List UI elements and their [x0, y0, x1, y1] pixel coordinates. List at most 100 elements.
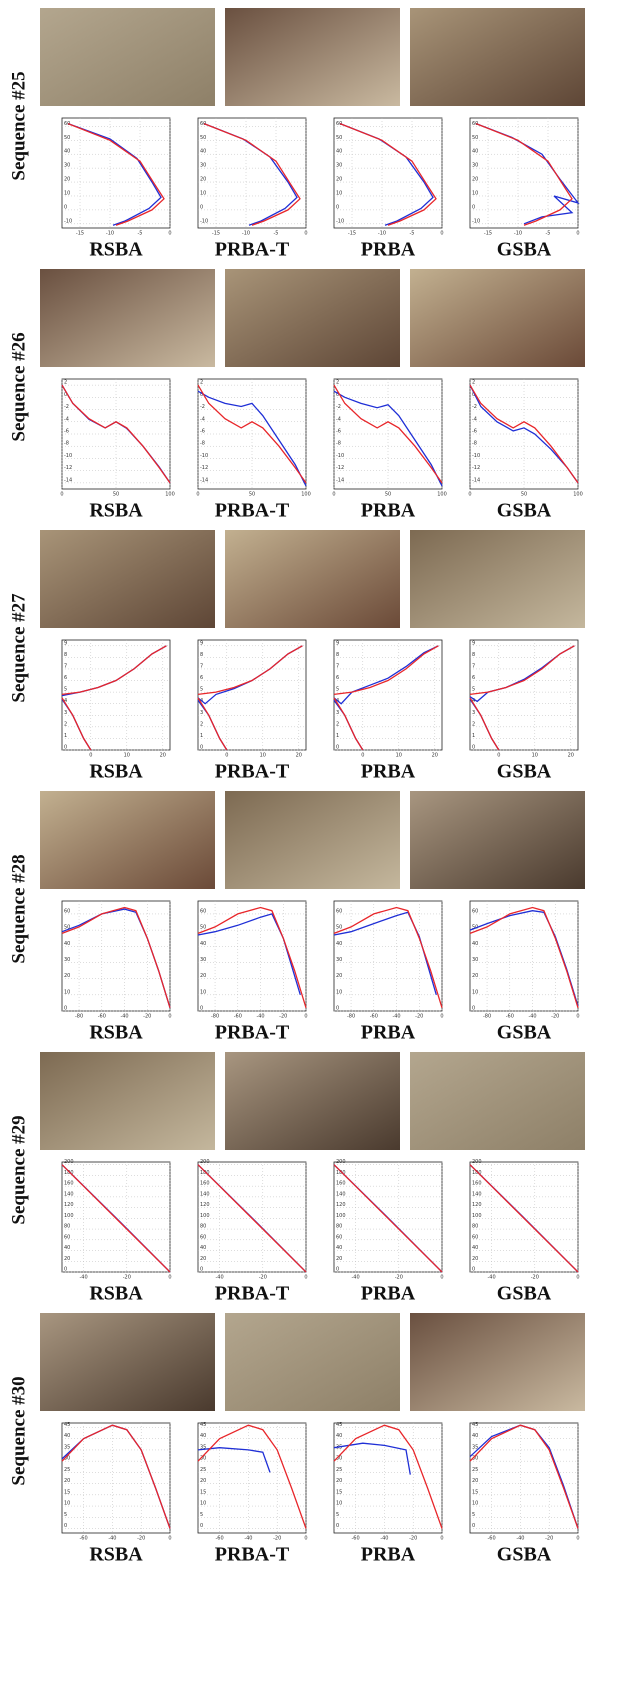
method-label: PRBA	[361, 1283, 416, 1305]
plot-frame	[198, 640, 306, 750]
y-tick-label: 200	[64, 1159, 74, 1165]
y-tick-label: 30	[336, 957, 342, 963]
x-tick-label: 0	[168, 1275, 171, 1281]
method-label: PRBA-T	[215, 1283, 290, 1305]
y-tick-label: 20	[64, 177, 70, 183]
y-tick-label: 0	[336, 204, 339, 210]
x-tick-label: 100	[573, 492, 583, 498]
y-tick-label: 40	[472, 1433, 478, 1439]
y-tick-label: 80	[336, 1224, 342, 1230]
y-tick-label: 20	[472, 177, 478, 183]
y-tick-label: 9	[64, 640, 67, 646]
y-tick-label: 2	[472, 721, 475, 727]
photo	[410, 530, 585, 628]
x-tick-label: 50	[113, 492, 119, 498]
y-tick-label: 40	[64, 941, 70, 947]
y-tick-label: -10	[64, 453, 72, 459]
x-tick-label: -15	[212, 231, 220, 237]
x-tick-label: 0	[304, 1275, 307, 1281]
x-tick-label: 0	[576, 231, 579, 237]
y-tick-label: -2	[472, 404, 477, 410]
y-tick-label: 0	[472, 1006, 475, 1012]
y-tick-label: 20	[336, 1478, 342, 1484]
y-tick-label: 20	[200, 1478, 206, 1484]
y-tick-label: 1	[64, 733, 67, 739]
x-tick-label: 0	[304, 1014, 307, 1020]
y-tick-label: 40	[336, 941, 342, 947]
y-tick-label: 15	[200, 1489, 206, 1495]
y-tick-label: 2	[336, 721, 339, 727]
y-tick-label: 5	[200, 687, 203, 693]
y-tick-label: 140	[336, 1191, 346, 1197]
x-tick-label: 0	[168, 1536, 171, 1542]
x-tick-label: -60	[506, 1014, 514, 1020]
y-tick-label: 0	[472, 204, 475, 210]
y-tick-label: 8	[472, 652, 475, 658]
y-tick-label: 2	[472, 380, 475, 386]
x-tick-label: 0	[332, 492, 335, 498]
y-tick-label: 0	[64, 1523, 67, 1529]
y-tick-label: -8	[200, 441, 205, 447]
x-tick-label: 10	[532, 753, 538, 759]
method-label: RSBA	[89, 761, 143, 783]
y-tick-label: 40	[64, 1245, 70, 1251]
y-tick-label: 1	[336, 733, 339, 739]
y-tick-label: 3	[64, 710, 67, 716]
plot-frame	[198, 118, 306, 228]
y-tick-label: 1	[472, 733, 475, 739]
y-tick-label: 0	[472, 1523, 475, 1529]
y-tick-label: 0	[64, 745, 67, 751]
y-tick-label: -2	[336, 404, 341, 410]
photo	[225, 8, 400, 106]
x-tick-label: -20	[123, 1275, 131, 1281]
x-tick-label: -5	[546, 231, 551, 237]
x-tick-label: 0	[576, 1014, 579, 1020]
y-tick-label: 20	[200, 973, 206, 979]
y-tick-label: 6	[336, 675, 339, 681]
y-tick-label: 50	[472, 135, 478, 141]
y-tick-label: -4	[336, 416, 341, 422]
y-tick-label: 160	[472, 1181, 482, 1187]
y-tick-label: 10	[200, 1501, 206, 1507]
method-label: PRBA	[361, 1022, 416, 1044]
y-tick-label: -10	[472, 218, 480, 224]
x-tick-label: 20	[432, 753, 438, 759]
y-tick-label: 60	[200, 908, 206, 914]
y-tick-label: 9	[472, 640, 475, 646]
y-tick-label: 2	[64, 721, 67, 727]
x-tick-label: 50	[521, 492, 527, 498]
y-tick-label: 5	[200, 1512, 203, 1518]
y-tick-label: -10	[472, 453, 480, 459]
y-tick-label: 50	[64, 135, 70, 141]
y-tick-label: 40	[336, 1433, 342, 1439]
y-tick-label: 40	[200, 941, 206, 947]
x-tick-label: -20	[279, 1014, 287, 1020]
y-tick-label: -14	[64, 477, 72, 483]
plot-frame	[334, 118, 442, 228]
x-tick-label: -20	[531, 1275, 539, 1281]
y-tick-label: 40	[472, 1245, 478, 1251]
x-tick-label: -40	[108, 1536, 116, 1542]
y-tick-label: 60	[64, 908, 70, 914]
y-tick-label: -10	[64, 218, 72, 224]
method-label: PRBA-T	[215, 500, 290, 522]
x-tick-label: 0	[497, 753, 500, 759]
y-tick-label: -12	[64, 465, 72, 471]
x-tick-label: 0	[440, 231, 443, 237]
x-tick-label: 0	[304, 231, 307, 237]
method-label: PRBA	[361, 1544, 416, 1566]
y-tick-label: 25	[200, 1467, 206, 1473]
y-tick-label: 0	[64, 1267, 67, 1273]
x-tick-label: -40	[80, 1275, 88, 1281]
y-tick-label: 45	[64, 1422, 70, 1428]
y-tick-label: 160	[336, 1181, 346, 1187]
y-tick-label: 20	[336, 1256, 342, 1262]
x-tick-label: -20	[273, 1536, 281, 1542]
y-tick-label: 20	[336, 973, 342, 979]
x-tick-label: -40	[244, 1536, 252, 1542]
y-tick-label: 10	[472, 190, 478, 196]
x-tick-label: 20	[568, 753, 574, 759]
y-tick-label: 100	[472, 1213, 482, 1219]
photo	[40, 1313, 215, 1411]
x-tick-label: -5	[274, 231, 279, 237]
